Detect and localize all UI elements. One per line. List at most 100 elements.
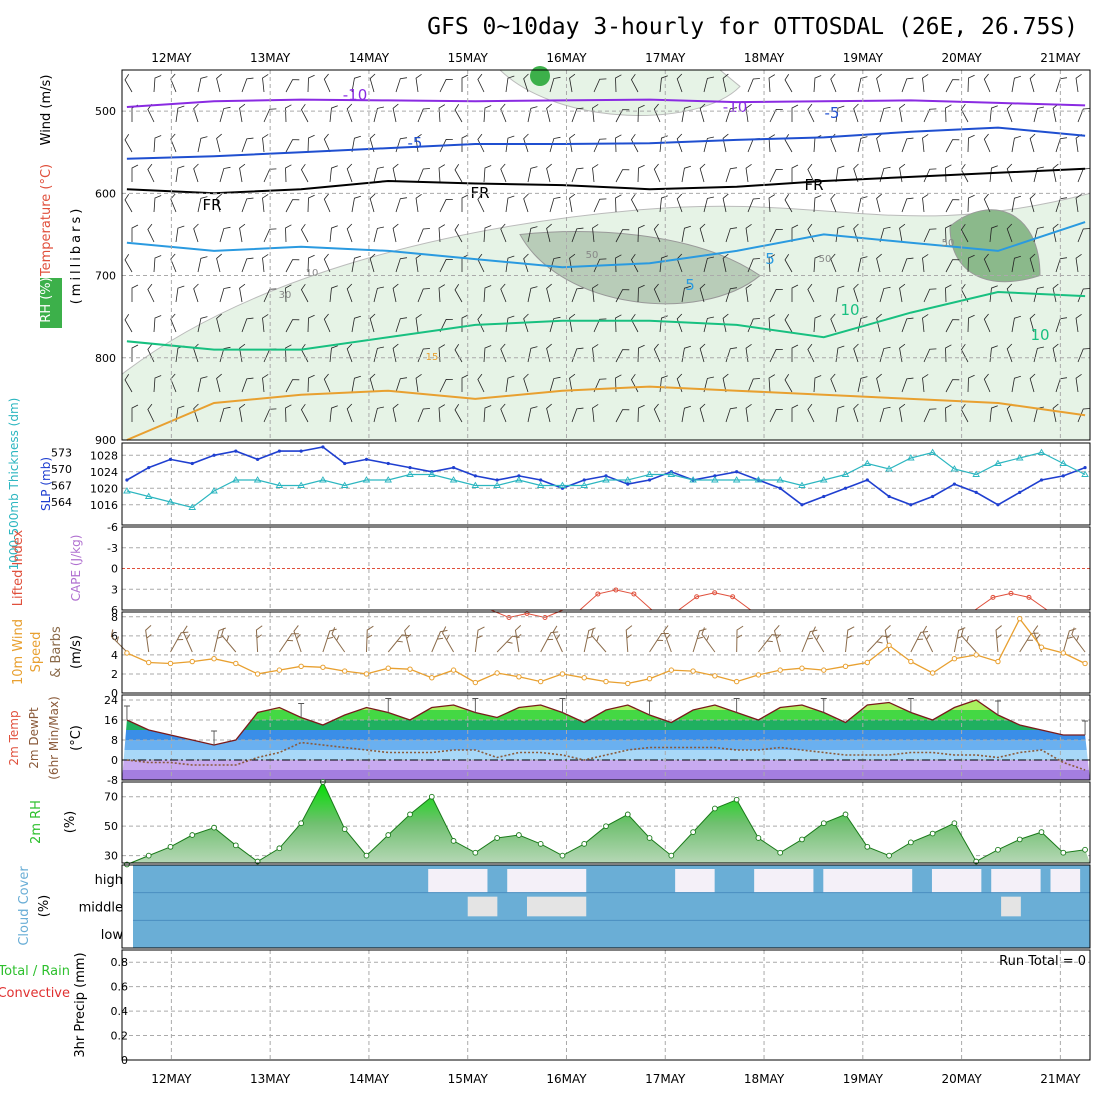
- wind-barb: [549, 376, 561, 393]
- wind-barb: [1077, 288, 1090, 303]
- wind-barb: [571, 167, 584, 183]
- wind-barb: [323, 373, 331, 393]
- wind-barb: [153, 135, 162, 153]
- wind-barb-10m: [404, 624, 412, 653]
- cloud-gap-middle: [526, 896, 587, 917]
- slp-point: [190, 461, 194, 466]
- thickness-point: [950, 465, 959, 472]
- date-label-bottom: 19MAY: [843, 1072, 884, 1086]
- date-label-bottom: 12MAY: [151, 1072, 192, 1086]
- wind-barb: [722, 253, 729, 273]
- wind-barb: [967, 134, 975, 153]
- wind-barb: [813, 375, 822, 393]
- contour-label: -5: [825, 104, 840, 122]
- temp-tick: 24: [104, 694, 118, 707]
- ylabel-speed: Speed: [29, 632, 44, 673]
- wind-barb-10m: [801, 629, 818, 653]
- wind-barb: [147, 163, 155, 183]
- cape-point: [542, 614, 548, 620]
- thickness-point: [645, 470, 654, 477]
- wind-barb: [681, 165, 691, 183]
- wind-barb: [461, 134, 469, 152]
- slp-point: [539, 478, 543, 482]
- wind-barb: [285, 164, 292, 183]
- wind-barb: [262, 194, 269, 213]
- wind-barb: [454, 224, 463, 243]
- contour-label: 50: [819, 254, 832, 265]
- ylabel-2m-dewpt: 2m DewPt: [27, 707, 41, 769]
- rh-point: [777, 849, 784, 856]
- thickness-point: [972, 470, 980, 477]
- wind-barb: [653, 343, 661, 363]
- temp-maxmin-bar: [820, 698, 827, 713]
- wind-barb: [373, 286, 385, 303]
- wind-barb-10m: [474, 626, 485, 653]
- thickness-point: [362, 476, 371, 483]
- wind-barb: [369, 193, 376, 213]
- wind-barb: [124, 254, 133, 273]
- ylabel-precip-units: 3hr Precip (mm): [73, 952, 88, 1057]
- wind-barb-10m: [170, 631, 189, 653]
- wind-barb: [546, 163, 552, 183]
- wind-barb: [131, 164, 139, 182]
- wind-speed-point: [929, 670, 936, 676]
- wind-barb: [241, 137, 254, 153]
- wind-barb-10m: [591, 628, 607, 653]
- wind-barb: [876, 253, 882, 273]
- wind-barb: [1033, 286, 1045, 303]
- run-total: Run Total = 0: [999, 954, 1086, 969]
- wind-barb: [1075, 194, 1082, 213]
- wind-speed-point: [167, 660, 174, 667]
- temp-maxmin-bar: [994, 700, 1001, 715]
- wind-barb: [960, 223, 969, 243]
- slp-point: [626, 482, 630, 486]
- thickness-point: [515, 476, 523, 483]
- wind-barb: [876, 313, 882, 333]
- rh-frame: [121, 781, 1091, 864]
- thickness-tick: 564: [51, 496, 72, 509]
- wind-barb: [351, 315, 361, 333]
- slp-point: [147, 466, 151, 470]
- wind-barb: [262, 374, 269, 393]
- temp-band: [122, 750, 1090, 760]
- slp-point: [887, 494, 891, 499]
- wind-barb: [395, 377, 408, 393]
- upper-wind-barbs: [124, 73, 1090, 423]
- wind-barb: [876, 373, 882, 393]
- wind-barb-10m: [736, 625, 744, 653]
- slp-point: [582, 478, 586, 482]
- wind-barb: [1011, 195, 1021, 213]
- wind-speed-point: [603, 678, 609, 685]
- slp-point: [473, 474, 477, 478]
- wind-barb: [784, 134, 793, 153]
- wind-barb: [1029, 313, 1036, 333]
- wind-barb: [901, 197, 914, 213]
- wind-barb: [901, 317, 914, 333]
- wind-barb-10m: [995, 625, 1002, 653]
- wind-barb: [593, 258, 607, 273]
- wind-barb: [500, 403, 507, 423]
- slp-point: [125, 478, 129, 482]
- wind-barb: [417, 228, 430, 243]
- cloud-fill: [133, 865, 1090, 948]
- wind-barb-10m: [649, 632, 669, 653]
- temp-maxmin-bar: [733, 698, 740, 713]
- wind-barb: [124, 374, 133, 393]
- wind-barb: [745, 404, 752, 423]
- wind-barb: [681, 225, 691, 243]
- thickness-point: [123, 487, 131, 494]
- cape-point: [1008, 590, 1014, 596]
- wind-barb: [879, 226, 891, 243]
- ylabel-rh: RH (%): [11, 277, 26, 322]
- cloud-gap-high: [507, 869, 587, 893]
- date-label-top: 17MAY: [645, 51, 686, 65]
- wind-barb: [417, 408, 430, 423]
- wind-barb: [899, 223, 906, 243]
- rh-point: [494, 835, 500, 841]
- wind-barb: [216, 73, 222, 93]
- wind-barb-10m: [1071, 627, 1086, 653]
- cape-line: [974, 592, 1048, 611]
- wind-barb-10m: [663, 625, 672, 653]
- rh-point: [820, 820, 827, 827]
- wind-barb: [216, 193, 222, 213]
